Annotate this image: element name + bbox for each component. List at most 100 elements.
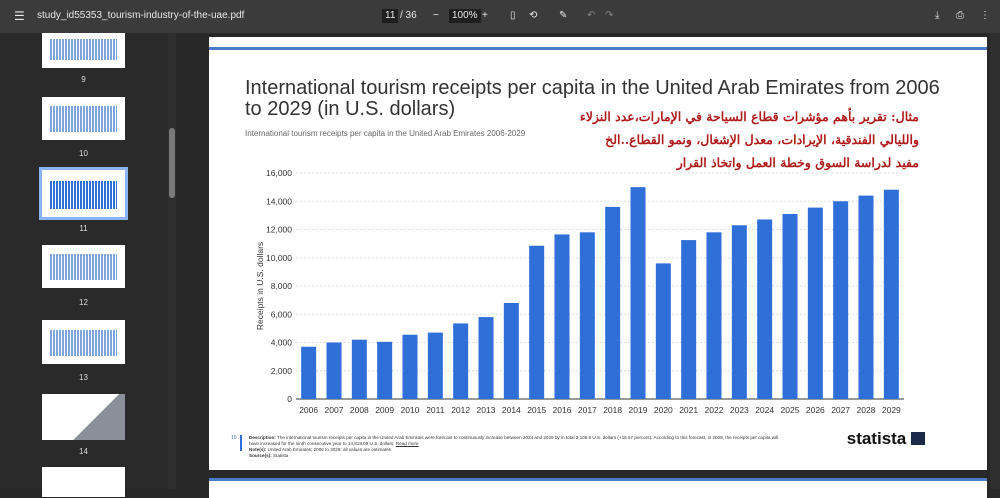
more-icon[interactable]: ⋮ — [980, 10, 990, 21]
bar-2013[interactable] — [478, 317, 494, 399]
x-tick-label: 2011 — [426, 405, 445, 415]
download-icon[interactable]: ⤓ — [935, 10, 940, 21]
thumbnail-label: 12 — [79, 298, 88, 307]
arabic-annotation: مثال: تقرير بأهم مؤشرات قطاع السياحة في … — [580, 105, 919, 174]
zoom-out-button[interactable]: − — [433, 10, 439, 21]
thumbnail-page-15[interactable] — [42, 467, 125, 497]
sidebar-scrollbar[interactable] — [168, 33, 176, 489]
bar-2020[interactable] — [655, 263, 671, 399]
bar-2016[interactable] — [554, 234, 570, 399]
total-pages: / 36 — [400, 10, 417, 21]
bar-2021[interactable] — [681, 240, 697, 399]
y-tick-label: 6,000 — [271, 309, 293, 319]
statista-logo: statista — [847, 429, 925, 449]
bar-2008[interactable] — [351, 339, 367, 399]
x-tick-label: 2025 — [781, 405, 800, 415]
x-tick-label: 2009 — [375, 405, 394, 415]
annotate-icon[interactable]: ✎ — [559, 10, 568, 21]
thumbnail-sidebar: 9 10 11 12 13 14 — [0, 33, 168, 497]
read-more-link[interactable]: Read more — [395, 441, 419, 446]
x-tick-label: 2022 — [705, 405, 724, 415]
thumbnail-page-10[interactable] — [42, 97, 125, 140]
bar-2017[interactable] — [579, 232, 595, 399]
x-tick-label: 2026 — [806, 405, 825, 415]
thumbnail-page-11[interactable] — [39, 167, 128, 220]
description-block: Description: The international tourism r… — [249, 435, 789, 459]
y-tick-label: 8,000 — [271, 281, 293, 291]
bar-2012[interactable] — [453, 323, 469, 399]
arabic-line: مثال: تقرير بأهم مؤشرات قطاع السياحة في … — [579, 109, 919, 124]
page-top-rule — [209, 47, 987, 50]
x-tick-label: 2008 — [350, 405, 369, 415]
y-tick-label: 10,000 — [266, 253, 292, 263]
filename: study_id55353_tourism-industry-of-the-ua… — [37, 10, 245, 21]
bar-2018[interactable] — [605, 206, 621, 399]
bar-2028[interactable] — [858, 195, 874, 399]
page-title: International tourism receipts per capit… — [245, 77, 940, 120]
thumbnail-page-14[interactable] — [42, 394, 125, 440]
bar-2024[interactable] — [757, 219, 773, 399]
y-axis-label: Receipts in U.S. dollars — [255, 242, 265, 330]
note-label: Note(s): — [249, 447, 267, 452]
main-scrollbar[interactable] — [990, 33, 1000, 489]
thumbnail-label: 10 — [79, 149, 88, 158]
x-tick-label: 2017 — [578, 405, 597, 415]
arabic-line: والليالي الفندقية، الإيرادات، معدل الإشغ… — [605, 132, 919, 147]
y-tick-label: 2,000 — [271, 366, 293, 376]
description-label: Description: — [249, 435, 276, 440]
y-tick-label: 14,000 — [266, 196, 292, 206]
undo-icon[interactable]: ↶ — [587, 10, 596, 21]
source-text: Statista — [273, 453, 289, 458]
x-tick-label: 2028 — [857, 405, 876, 415]
zoom-in-button[interactable]: + — [482, 10, 488, 21]
thumbnail-page-9[interactable] — [42, 33, 125, 68]
bar-2022[interactable] — [706, 232, 722, 399]
bar-2015[interactable] — [529, 245, 545, 399]
pdf-page: International tourism receipts per capit… — [209, 37, 987, 470]
rotate-icon[interactable]: ⟲ — [529, 10, 538, 21]
x-tick-label: 2015 — [527, 405, 546, 415]
thumbnail-label: 14 — [79, 447, 88, 456]
bar-2019[interactable] — [630, 187, 646, 399]
page-number-input[interactable]: 11 — [382, 9, 399, 23]
x-tick-label: 2023 — [730, 405, 749, 415]
bar-2006[interactable] — [301, 346, 317, 399]
bar-2010[interactable] — [402, 334, 418, 399]
x-tick-label: 2007 — [325, 405, 344, 415]
x-tick-label: 2020 — [654, 405, 673, 415]
redo-icon[interactable]: ↷ — [605, 10, 614, 21]
thumbnail-label: 11 — [79, 224, 88, 233]
bar-2026[interactable] — [807, 207, 823, 399]
zoom-input[interactable]: 100% — [449, 9, 481, 23]
thumbnail-page-13[interactable] — [42, 320, 125, 364]
toolbar: ☰ study_id55353_tourism-industry-of-the-… — [0, 0, 1000, 33]
thumbnail-page-12[interactable] — [42, 245, 125, 288]
source-label: Source(s): — [249, 453, 272, 458]
bar-2027[interactable] — [833, 201, 849, 399]
x-tick-label: 2012 — [451, 405, 470, 415]
x-tick-label: 2024 — [755, 405, 774, 415]
bar-2007[interactable] — [326, 342, 342, 400]
bar-2029[interactable] — [883, 189, 899, 399]
next-pdf-page — [209, 478, 987, 498]
bar-2009[interactable] — [377, 341, 393, 399]
bar-2025[interactable] — [782, 213, 798, 399]
note-text: United Arab Emirates; 2006 to 2029; all … — [267, 447, 391, 452]
x-tick-label: 2010 — [401, 405, 420, 415]
x-tick-label: 2018 — [603, 405, 622, 415]
x-tick-label: 2029 — [882, 405, 901, 415]
x-tick-label: 2019 — [629, 405, 648, 415]
bar-2014[interactable] — [503, 302, 519, 399]
x-tick-label: 2016 — [553, 405, 572, 415]
bar-2011[interactable] — [427, 332, 443, 399]
y-tick-label: 0 — [287, 394, 292, 404]
bar-2023[interactable] — [731, 225, 747, 399]
fit-page-icon[interactable]: ▯ — [510, 10, 516, 21]
page-subtitle: International tourism receipts per capit… — [245, 129, 526, 138]
x-tick-label: 2021 — [679, 405, 698, 415]
print-icon[interactable]: ⎙ — [956, 10, 964, 21]
x-tick-label: 2013 — [477, 405, 496, 415]
menu-icon[interactable]: ☰ — [14, 9, 25, 23]
arabic-line: مفيد لدراسة السوق وخطة العمل واتخاذ القر… — [676, 155, 919, 170]
page-number: 10 — [231, 435, 242, 451]
